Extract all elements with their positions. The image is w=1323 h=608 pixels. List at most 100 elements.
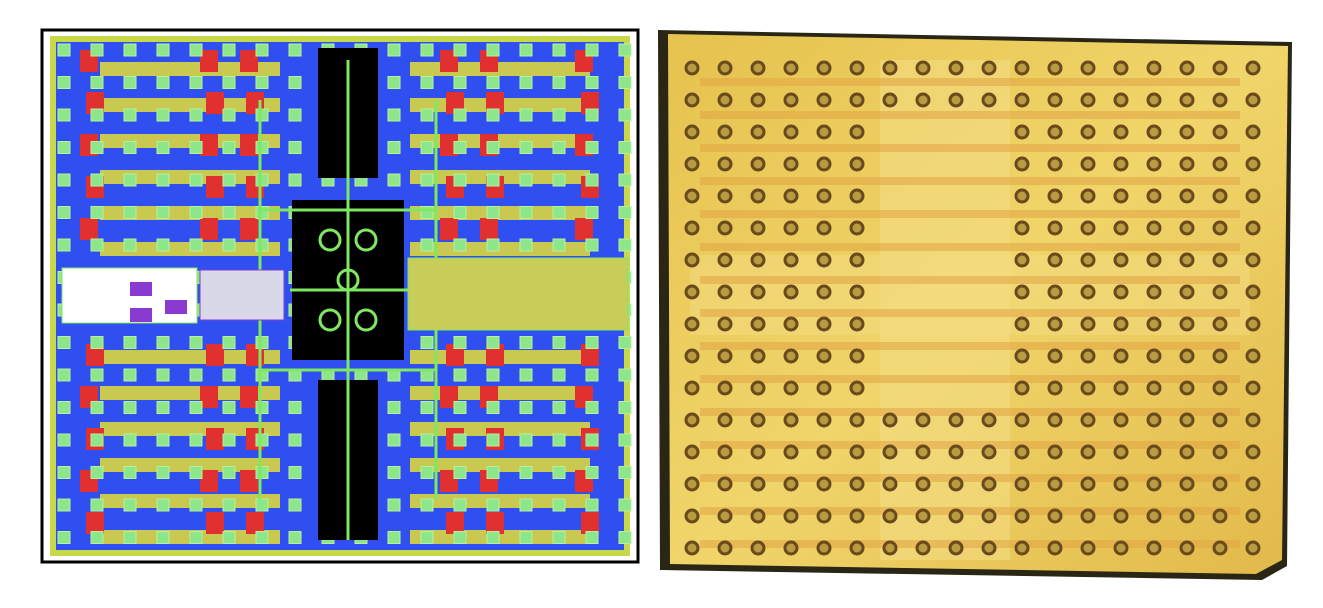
photo-pad xyxy=(816,60,832,76)
layout-strip xyxy=(100,62,280,76)
photo-pad xyxy=(750,124,766,140)
photo-pad xyxy=(882,540,898,556)
layout-view xyxy=(40,28,640,564)
photo-pad xyxy=(849,316,865,332)
photo-pad xyxy=(1047,156,1063,172)
photo-trace xyxy=(700,441,1240,449)
photo-pad xyxy=(915,412,931,428)
photo-pad xyxy=(783,380,799,396)
photo-pad xyxy=(783,284,799,300)
photo-pad xyxy=(684,252,700,268)
photo-pad xyxy=(849,220,865,236)
layout-pad xyxy=(189,433,203,447)
photo-pad xyxy=(1014,540,1030,556)
photo-pad xyxy=(684,60,700,76)
layout-pad xyxy=(222,238,236,252)
photo-pad xyxy=(684,220,700,236)
photo-pad xyxy=(750,476,766,492)
layout-pad xyxy=(519,108,533,122)
layout-pad xyxy=(255,206,269,219)
layout-pad xyxy=(519,433,533,447)
layout-pad xyxy=(453,43,467,57)
layout-pad xyxy=(420,141,434,154)
layout-pad xyxy=(222,466,236,479)
photo-pad xyxy=(1179,92,1195,108)
layout-pad xyxy=(552,43,566,57)
photo-pad xyxy=(1047,188,1063,204)
photo-pad xyxy=(1113,252,1129,268)
photo-pad xyxy=(717,380,733,396)
photo-pad xyxy=(783,188,799,204)
layout-pad xyxy=(123,108,137,122)
photo-pad xyxy=(1245,92,1261,108)
photo-pad xyxy=(849,60,865,76)
layout-pad xyxy=(156,336,170,349)
layout-pad xyxy=(552,466,566,479)
layout-pad xyxy=(519,141,533,154)
layout-coupler xyxy=(318,308,342,332)
layout-block-cell xyxy=(165,300,187,314)
photo-trace xyxy=(700,507,1240,515)
layout-device xyxy=(240,134,258,156)
layout-pad xyxy=(486,466,500,479)
photo-pad xyxy=(849,508,865,524)
layout-pad xyxy=(486,401,500,414)
photo-pad xyxy=(1212,348,1228,364)
layout-pad xyxy=(387,401,401,414)
layout-pad xyxy=(222,498,236,512)
photo-pad xyxy=(717,60,733,76)
photo-pad xyxy=(1014,220,1030,236)
layout-pad xyxy=(189,206,203,219)
layout-pad xyxy=(552,108,566,122)
layout-pad xyxy=(420,108,434,122)
layout-pad xyxy=(90,76,104,89)
photo-pad xyxy=(981,476,997,492)
photo-pad xyxy=(750,444,766,460)
layout-pad xyxy=(519,173,533,187)
layout-device xyxy=(440,218,458,240)
layout-pad xyxy=(387,531,401,544)
photo-pad xyxy=(816,124,832,140)
layout-pad xyxy=(189,141,203,154)
layout-pad xyxy=(156,498,170,512)
photo-pad xyxy=(1179,508,1195,524)
photo-pad xyxy=(1146,124,1162,140)
layout-pad xyxy=(189,76,203,89)
photo-pad xyxy=(750,508,766,524)
photo-pad xyxy=(1113,92,1129,108)
layout-pad xyxy=(453,173,467,187)
photo-pad xyxy=(849,412,865,428)
photo-trace xyxy=(700,375,1240,383)
layout-device xyxy=(200,386,218,408)
layout-device xyxy=(240,470,258,492)
layout-device xyxy=(240,50,258,72)
layout-pad xyxy=(90,173,104,187)
layout-pad xyxy=(123,43,137,57)
layout-coupler xyxy=(354,228,378,252)
photo-pad xyxy=(750,156,766,172)
photo-pad xyxy=(684,348,700,364)
layout-pad xyxy=(519,238,533,252)
photo-pad xyxy=(1212,316,1228,332)
layout-device xyxy=(246,512,264,534)
layout-device xyxy=(480,218,498,240)
photo-pad xyxy=(717,540,733,556)
photo-pad xyxy=(882,476,898,492)
photo-pad xyxy=(717,412,733,428)
layout-pad xyxy=(585,368,599,382)
photo-pad xyxy=(981,508,997,524)
photo-pad xyxy=(1113,156,1129,172)
layout-pad xyxy=(156,238,170,252)
layout-pad xyxy=(123,141,137,154)
layout-pad xyxy=(552,531,566,544)
photo-pad xyxy=(717,316,733,332)
photo-pad xyxy=(1113,220,1129,236)
layout-pad xyxy=(90,466,104,479)
photo-pad xyxy=(783,348,799,364)
layout-pad xyxy=(189,238,203,252)
photo-pad xyxy=(1146,92,1162,108)
layout-pad xyxy=(585,108,599,122)
layout-pad xyxy=(420,76,434,89)
photo-pad xyxy=(783,316,799,332)
photo-pad xyxy=(1212,284,1228,300)
